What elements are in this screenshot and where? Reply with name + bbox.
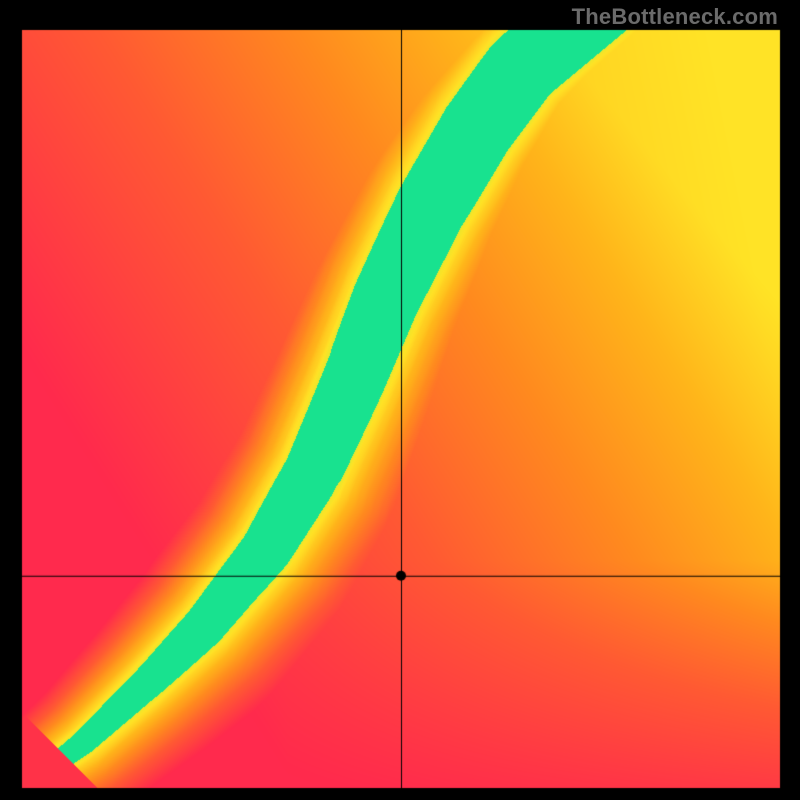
heatmap-canvas [0,0,800,800]
chart-container: TheBottleneck.com [0,0,800,800]
watermark-text: TheBottleneck.com [572,4,778,30]
